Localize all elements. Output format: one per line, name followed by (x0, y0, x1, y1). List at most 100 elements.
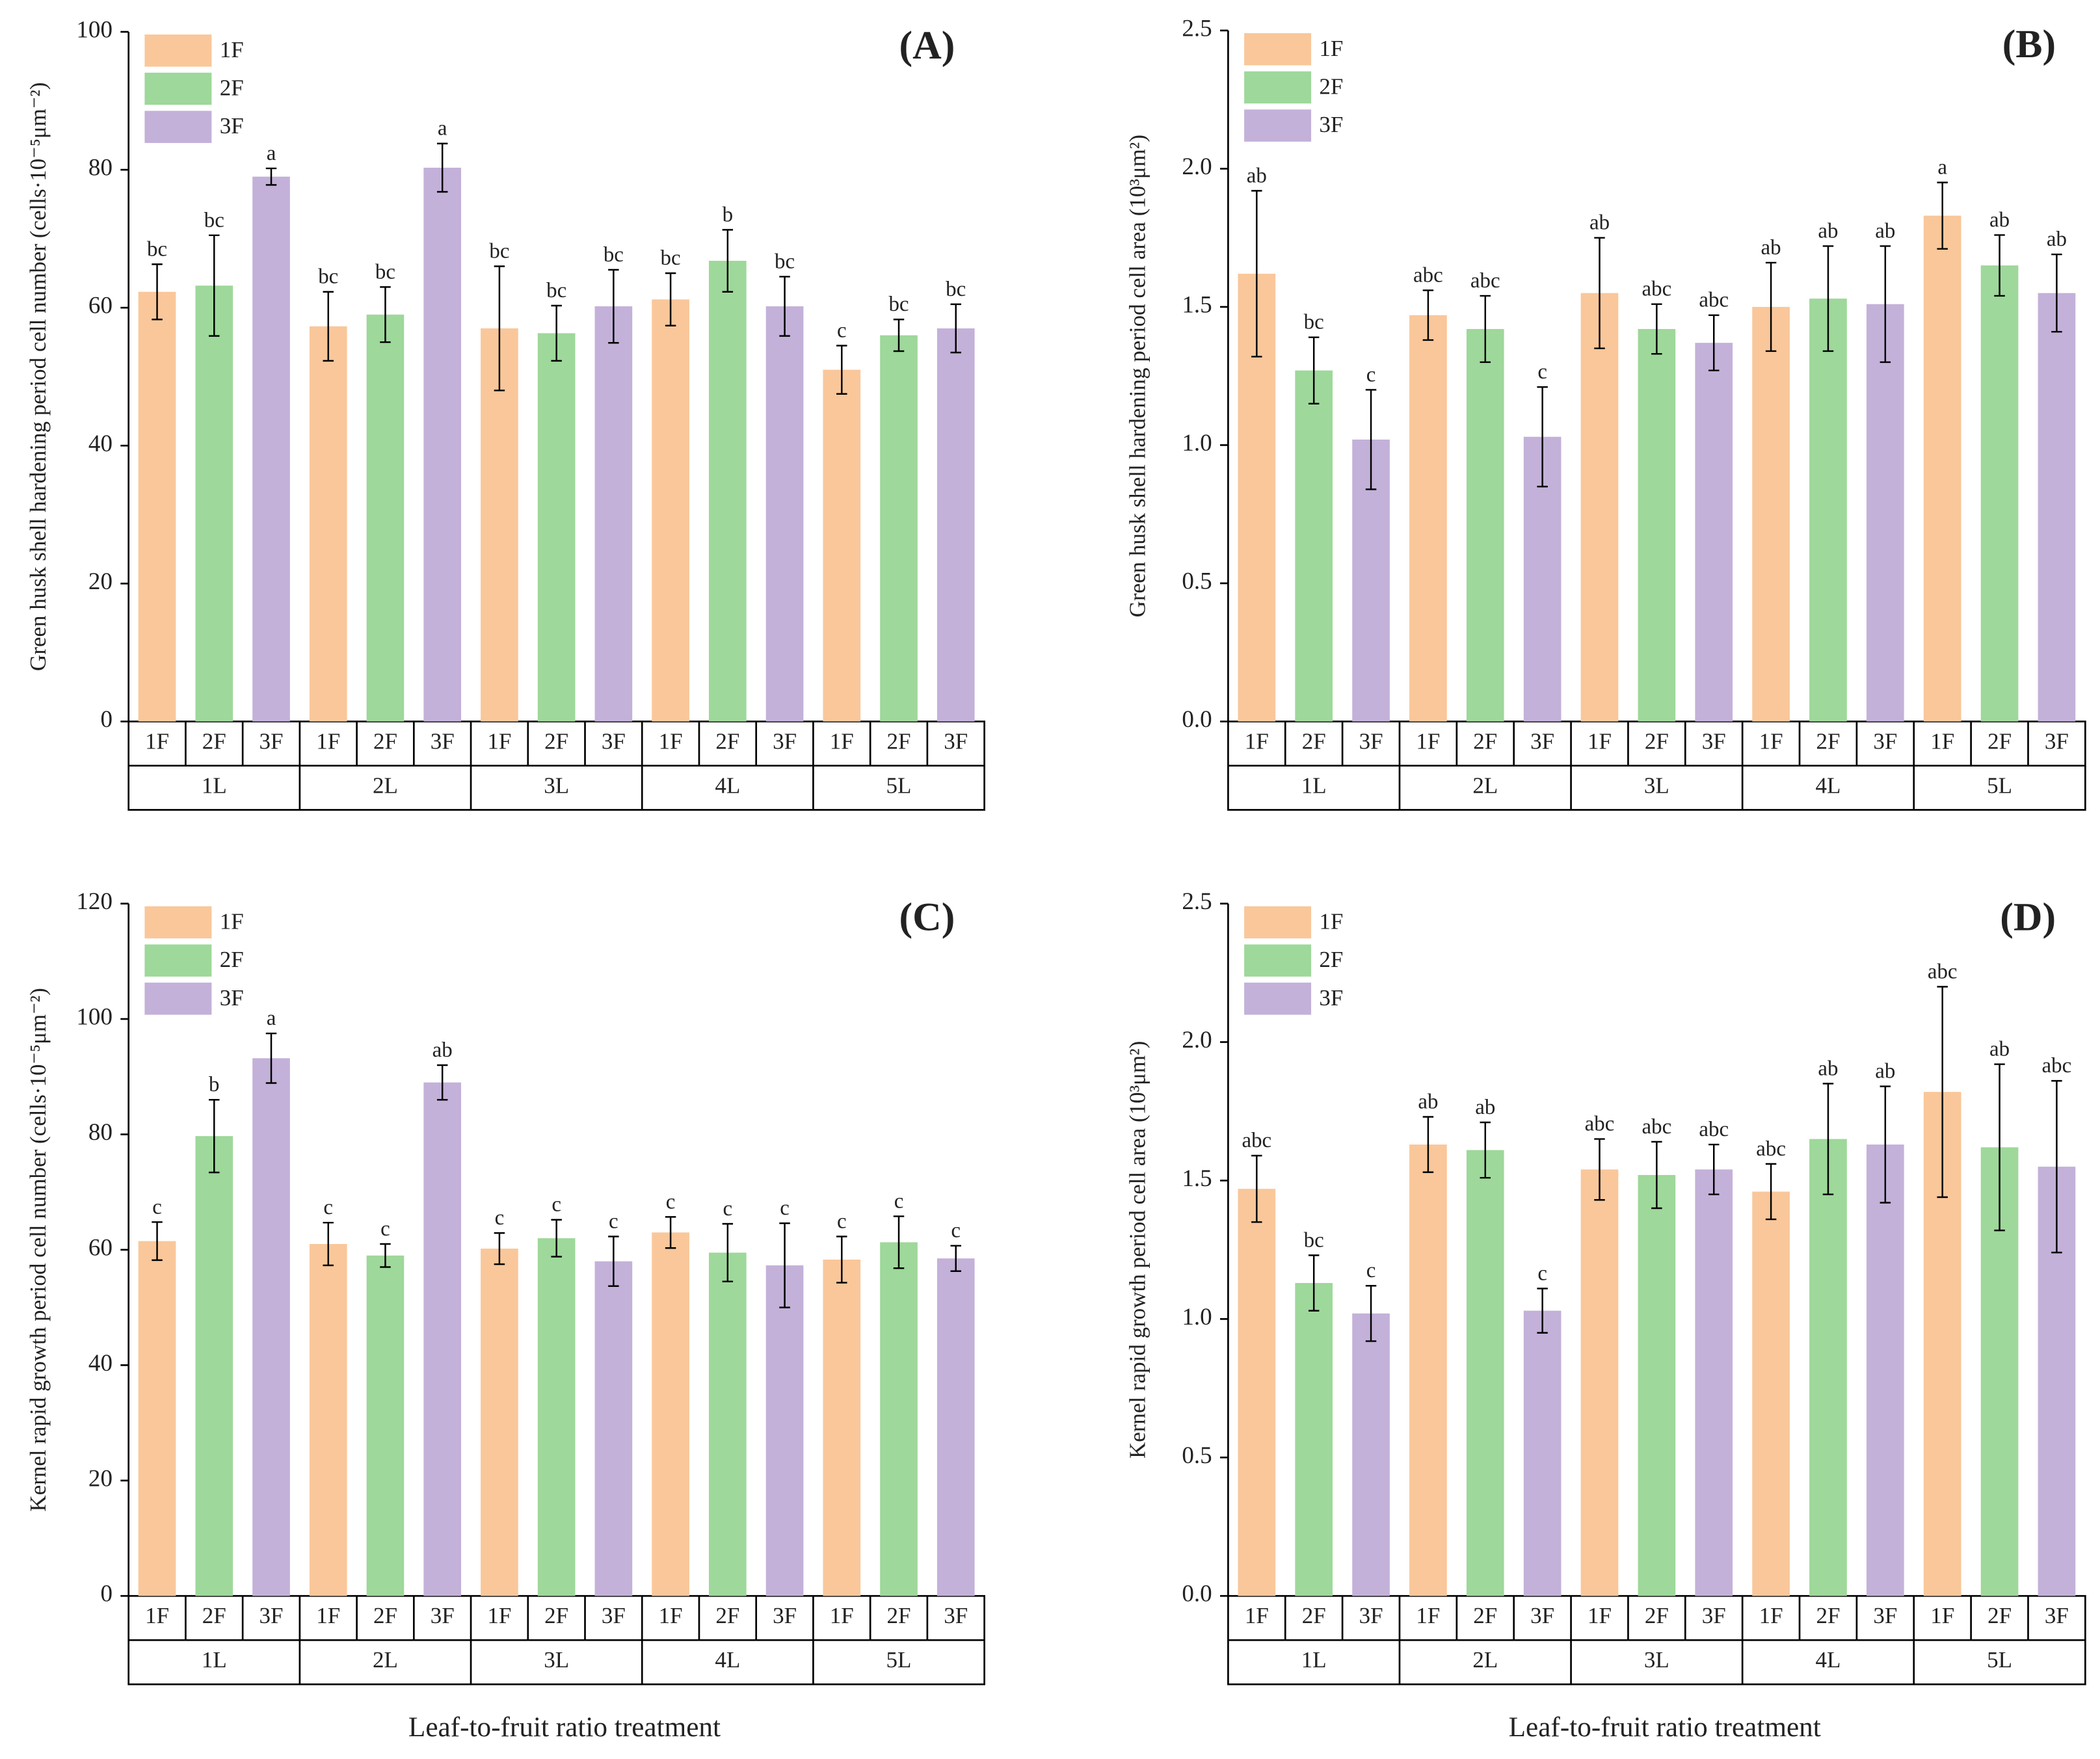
significance-letter: c (1366, 1259, 1376, 1282)
sub-label: 3F (773, 1603, 797, 1628)
error-bar (436, 142, 448, 193)
bar (1809, 1139, 1847, 1596)
significance-letter: a (438, 117, 447, 140)
bar (594, 306, 633, 722)
legend-swatch (144, 983, 212, 1015)
bar (652, 299, 689, 722)
y-tick-label: 0.0 (1182, 1581, 1212, 1607)
x-axis-label: Leaf-to-fruit ratio treatment (1509, 1712, 1821, 1743)
legend-swatch (144, 111, 212, 143)
error-bar (1880, 245, 1891, 364)
sub-label: 2F (1473, 729, 1497, 754)
significance-letter: bc (546, 279, 566, 302)
group-label: 2L (373, 1647, 398, 1673)
error-bar (2051, 1079, 2062, 1254)
error-bar (836, 345, 847, 395)
significance-letter: bc (946, 278, 966, 301)
sub-label: 3F (1702, 729, 1726, 754)
significance-letter: c (1366, 363, 1376, 386)
significance-letter: c (780, 1197, 790, 1220)
error-bar (1994, 234, 2005, 297)
y-tick-label: 40 (88, 1350, 113, 1377)
sub-label: 1F (1759, 729, 1783, 754)
bar (1866, 304, 1904, 722)
significance-letter: bc (1304, 1228, 1324, 1252)
sub-label: 2F (1816, 1603, 1840, 1628)
sub-label: 2F (1473, 1603, 1497, 1628)
bar (481, 1249, 518, 1596)
sub-label: 1F (145, 729, 169, 754)
y-tick-label: 20 (88, 568, 113, 595)
sub-label: 3F (602, 1603, 626, 1628)
bar (537, 333, 576, 722)
sub-label: 1F (316, 729, 340, 754)
bar (1409, 1144, 1447, 1596)
bar (880, 1242, 918, 1596)
legend-swatch (144, 34, 212, 67)
sub-label: 2F (715, 1603, 739, 1628)
significance-letter: ab (1247, 164, 1267, 187)
bar (1923, 215, 1961, 722)
significance-letter: ab (1475, 1096, 1495, 1119)
sub-label: 2F (1987, 729, 2012, 754)
bar (481, 328, 518, 722)
significance-letter: abc (1756, 1137, 1786, 1161)
significance-letter: c (1537, 360, 1547, 384)
panel: 0.0 0.5 1.0 1.5 2.0 2.5 Green husk shell harde… (1125, 15, 2086, 811)
sub-label: 3F (2045, 1603, 2069, 1628)
bar (309, 326, 347, 722)
bar (594, 1261, 633, 1596)
significance-letter: bc (661, 246, 681, 270)
panel: 0 20 40 60 80 100 120 Kernel rapid growth perio… (25, 888, 985, 1743)
error-bar (836, 1236, 847, 1284)
bar (1638, 328, 1676, 722)
y-tick-label: 120 (76, 888, 113, 915)
legend-label: 2F (220, 75, 244, 101)
y-tick-label: 1.0 (1182, 1304, 1212, 1330)
sub-label: 3F (944, 1603, 968, 1628)
significance-letter: ab (1875, 219, 1895, 243)
y-tick-label: 0 (100, 1581, 113, 1607)
error-bar (1537, 1288, 1548, 1334)
significance-letter: ab (2047, 228, 2067, 251)
sub-label: 1F (316, 1603, 340, 1628)
significance-letter: c (495, 1206, 505, 1230)
group-label: 4L (715, 773, 740, 798)
group-label: 5L (1987, 1647, 2012, 1673)
bar (1980, 265, 2019, 722)
error-bar (551, 304, 562, 362)
significance-letter: ab (1418, 1090, 1438, 1113)
significance-letter: c (837, 1210, 847, 1233)
group-label: 4L (1816, 1647, 1841, 1673)
sub-label: 3F (1873, 1603, 1897, 1628)
bar (1695, 343, 1733, 722)
sub-label: 1F (487, 1603, 511, 1628)
sub-label: 1F (659, 1603, 683, 1628)
sub-label: 1F (830, 729, 854, 754)
significance-letter: b (209, 1073, 219, 1096)
error-bar (494, 265, 505, 391)
group-label: 3L (1644, 773, 1669, 798)
error-bar (1251, 1154, 1262, 1223)
group-label: 2L (373, 773, 398, 798)
sub-label: 2F (887, 1603, 911, 1628)
sub-label: 1F (659, 729, 683, 754)
error-bar (1365, 389, 1377, 490)
y-tick-label: 100 (76, 16, 113, 43)
sub-label: 2F (544, 1603, 568, 1628)
sub-label: 1F (1416, 729, 1440, 754)
group-label: 4L (1816, 773, 1841, 798)
bar (1295, 370, 1333, 722)
significance-letter: abc (1699, 289, 1729, 312)
bar (1409, 315, 1447, 722)
error-bar (1594, 237, 1605, 349)
significance-letter: ab (1818, 219, 1838, 243)
panel-label: (A) (899, 23, 955, 68)
error-bar (1308, 1254, 1320, 1312)
error-bar (1422, 289, 1434, 341)
bar (708, 1252, 747, 1596)
bar (537, 1238, 576, 1596)
error-bar (380, 286, 391, 343)
y-tick-label: 0 (100, 706, 113, 733)
